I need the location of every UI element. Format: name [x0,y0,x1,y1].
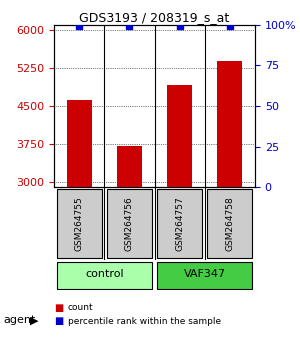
Text: GSM264756: GSM264756 [125,196,134,251]
Text: control: control [85,269,124,279]
Text: VAF347: VAF347 [184,269,226,279]
FancyBboxPatch shape [157,262,253,289]
FancyBboxPatch shape [56,262,152,289]
FancyBboxPatch shape [207,189,253,258]
Bar [217,61,242,187]
Text: GSM264758: GSM264758 [225,196,234,251]
Bar [67,100,92,187]
Text: ■: ■ [54,316,63,326]
Text: ■: ■ [54,303,63,313]
Text: percentile rank within the sample: percentile rank within the sample [68,317,220,326]
Text: agent: agent [3,315,35,325]
Bar [117,146,142,187]
Text: count: count [68,303,93,313]
Text: GSM264757: GSM264757 [175,196,184,251]
Bar [167,85,192,187]
FancyBboxPatch shape [157,189,202,258]
FancyBboxPatch shape [107,189,152,258]
Text: GSM264755: GSM264755 [75,196,84,251]
FancyBboxPatch shape [56,189,102,258]
Text: ▶: ▶ [30,315,38,325]
Title: GDS3193 / 208319_s_at: GDS3193 / 208319_s_at [80,11,230,24]
